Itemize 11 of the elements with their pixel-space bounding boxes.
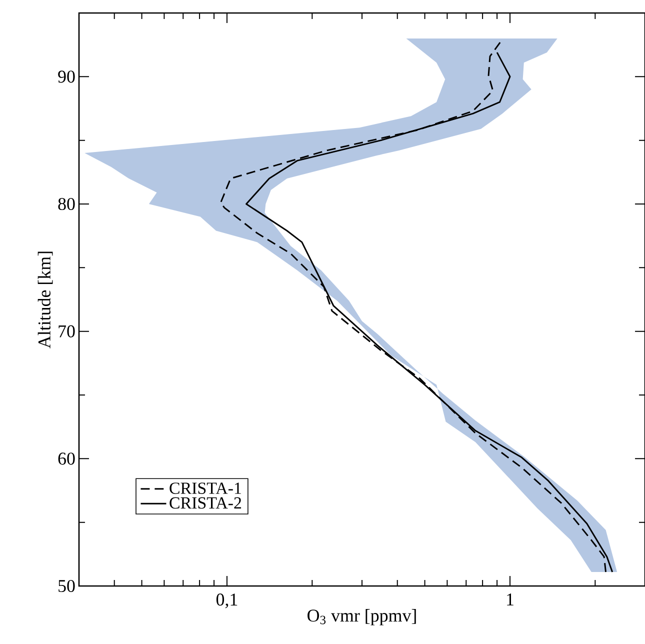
y-tick-label: 80 [58, 198, 75, 210]
y-tick-label: 70 [58, 325, 75, 338]
x-tick-label: 1 [507, 594, 514, 606]
y-tick-label: 60 [58, 452, 75, 465]
x-tick-label: 0,1 [216, 594, 238, 608]
legend-label: CRISTA-2 [170, 497, 242, 509]
y-axis-title: Altitude [km] [38, 252, 53, 348]
y-tick-label: 90 [58, 70, 75, 83]
legend-label: CRISTA-1 [170, 482, 241, 494]
x-axis-title: O$_{3}$ vmr [ppmv] [308, 609, 416, 626]
y-tick-label: 50 [58, 580, 75, 592]
